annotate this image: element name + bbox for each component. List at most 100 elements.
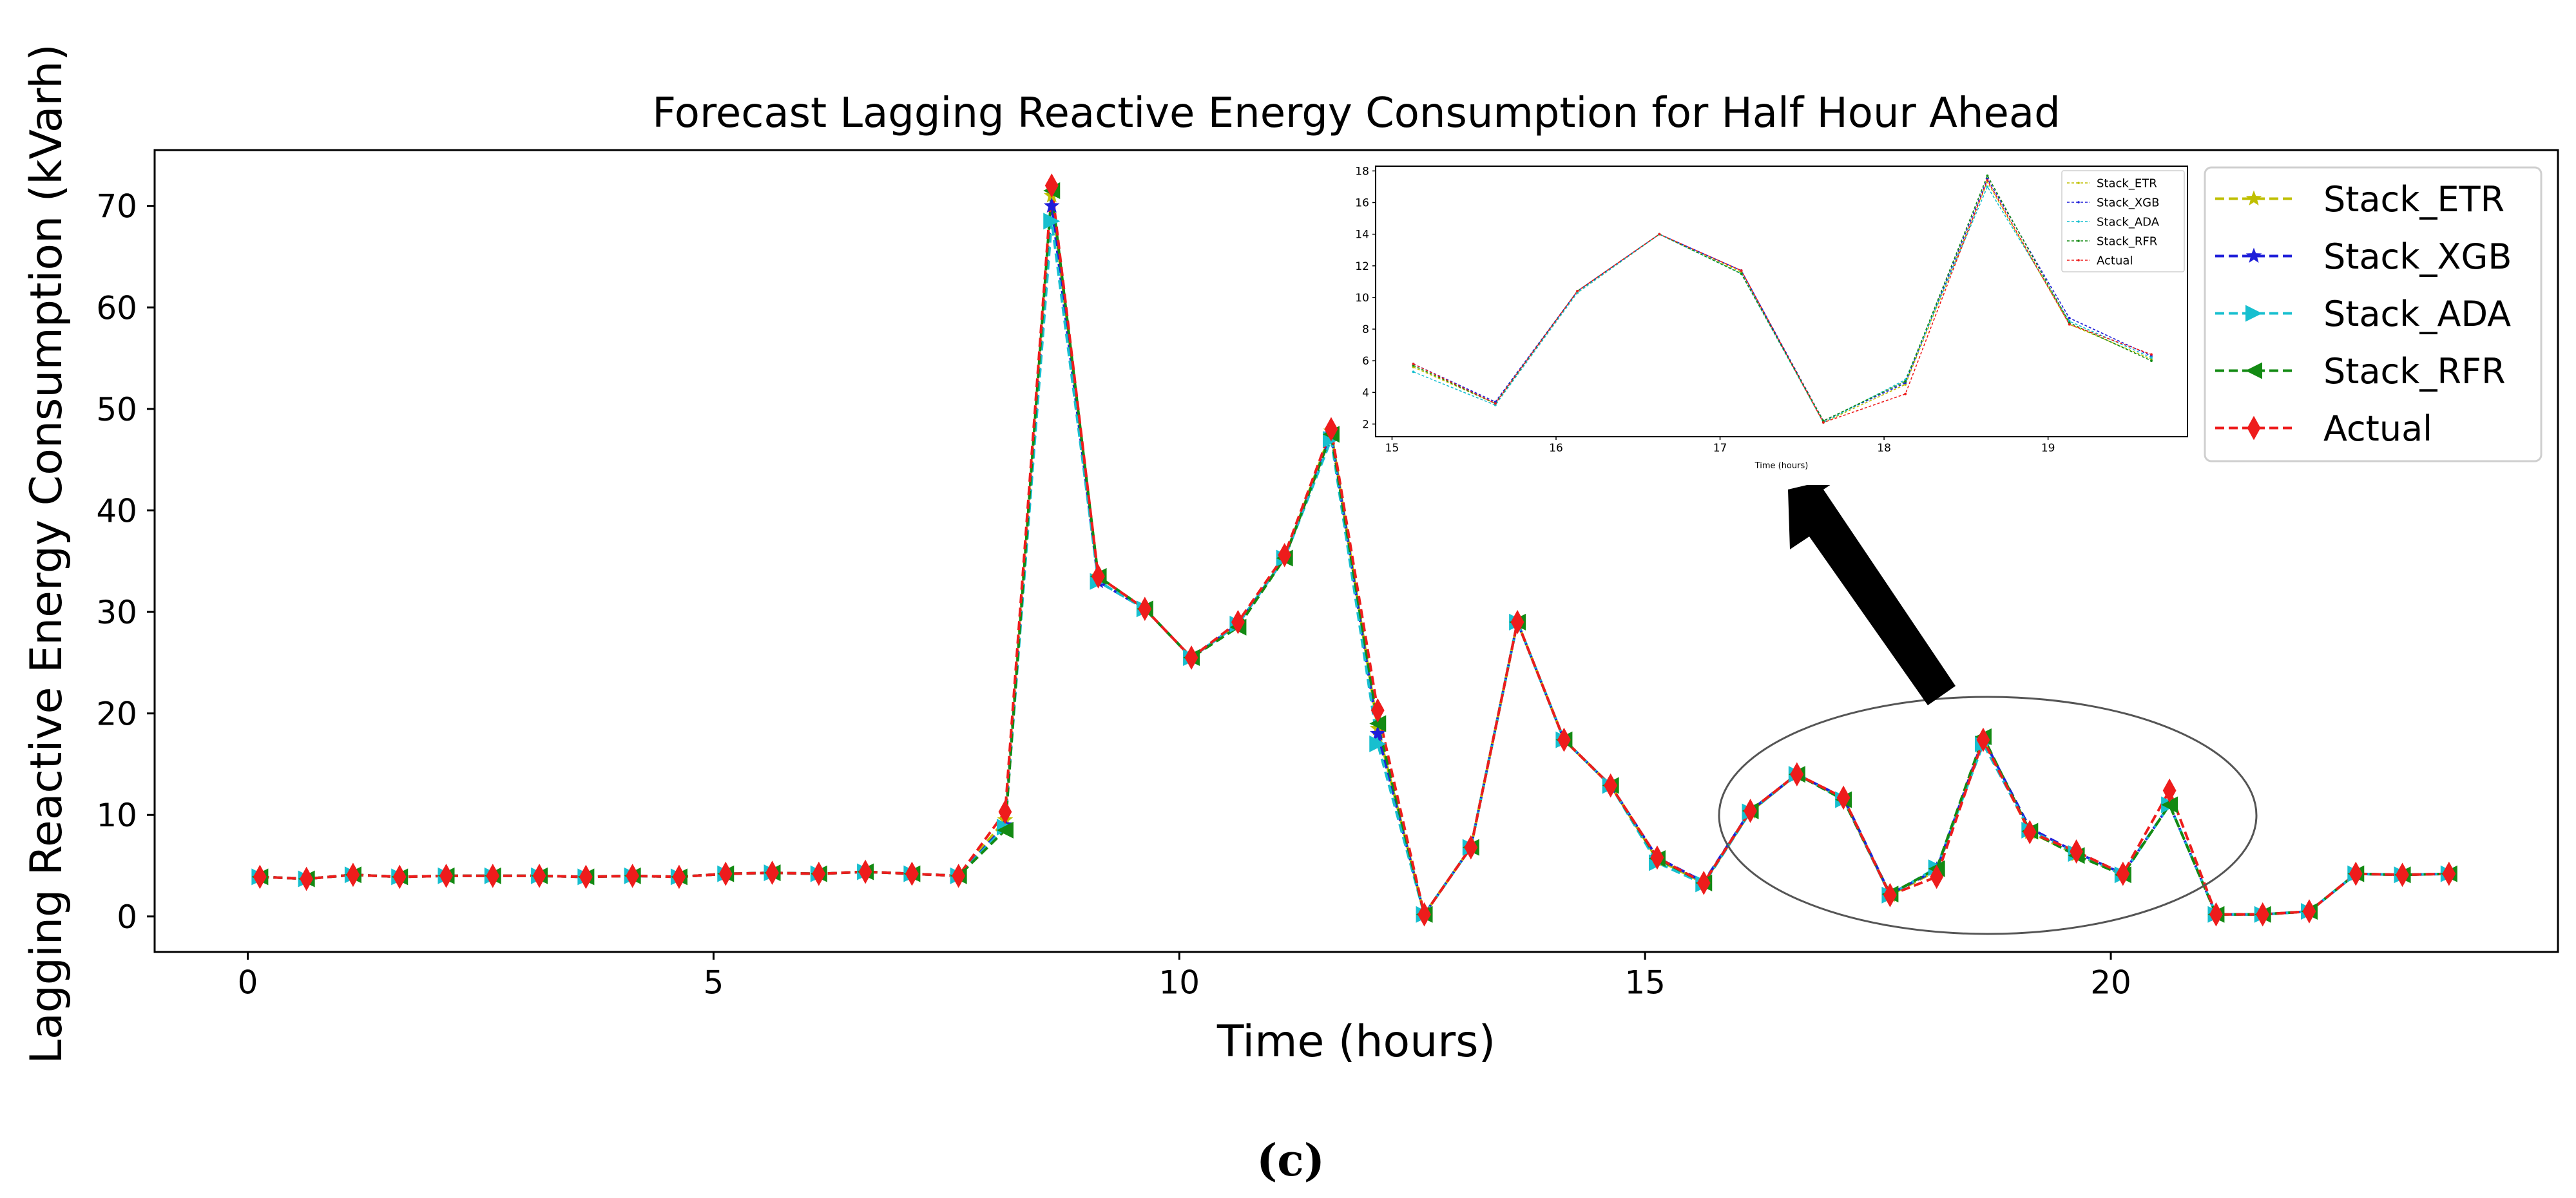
inset-series-line-stack_ada: [1413, 186, 2152, 423]
inset-y-tick-label: 6: [1362, 355, 1369, 368]
main-point-actual: [952, 863, 966, 888]
inset-legend-box: [2061, 170, 2185, 272]
inset-legend-marker: [2077, 259, 2080, 261]
inset-point-actual: [2150, 353, 2153, 356]
inset-x-axis-label: Time (hours): [1754, 461, 1809, 471]
figure-caption: (c): [1256, 1135, 1325, 1186]
inset-point-stack_rfr: [1740, 272, 1743, 275]
main-point-actual: [1744, 799, 1757, 823]
main-point-actual: [1790, 762, 1804, 787]
inset-legend-marker: [2077, 182, 2080, 184]
x-axis-label: Time (hours): [1216, 1016, 1495, 1067]
main-point-actual: [672, 864, 686, 889]
main-point-actual: [718, 861, 733, 886]
inset-x-tick-label: 19: [2041, 442, 2055, 455]
main-point-actual: [1231, 609, 1245, 634]
inset-point-stack_rfr: [1986, 174, 1989, 177]
inset-legend-label: Stack_ETR: [2097, 176, 2157, 190]
main-point-actual: [439, 863, 453, 888]
main-x-tick-label: 10: [1158, 964, 1200, 1002]
main-point-stack_rfr: [2161, 796, 2178, 813]
inset-point-actual: [1494, 402, 1497, 405]
main-y-tick-label: 20: [96, 696, 137, 733]
inset-series-line-stack_rfr: [1413, 175, 2152, 422]
inset-point-actual: [1740, 269, 1743, 272]
main-point-actual: [2442, 861, 2456, 886]
main-point-actual: [2023, 820, 2037, 844]
inset-point-actual: [1904, 392, 1907, 395]
inset-y-tick-label: 16: [1355, 197, 1369, 210]
main-legend-marker: [2245, 362, 2262, 379]
inset-point-actual: [1658, 233, 1661, 236]
main-y-tick-label: 40: [96, 492, 137, 529]
main-point-actual: [1464, 835, 1478, 860]
main-point-actual: [2302, 899, 2316, 924]
main-point-actual: [1557, 727, 1571, 752]
main-point-actual: [1650, 845, 1664, 870]
main-x-tick-label: 20: [2090, 964, 2131, 1002]
inset-y-tick-label: 2: [1362, 418, 1369, 431]
main-legend-label: Stack_ADA: [2323, 294, 2511, 334]
main-point-actual: [532, 863, 546, 888]
main-point-actual: [392, 864, 407, 889]
inset-point-stack_rfr: [2150, 359, 2153, 363]
inset-legend-label: Actual: [2097, 254, 2133, 267]
main-point-stack_ada: [1369, 735, 1387, 752]
main-legend-box: [2204, 166, 2542, 462]
main-point-actual: [253, 864, 267, 889]
main-legend-marker: [2245, 305, 2262, 322]
main-y-tick-label: 30: [96, 594, 137, 631]
inset-x-tick-label: 17: [1713, 442, 1727, 455]
chart-title: Forecast Lagging Reactive Energy Consump…: [652, 90, 2060, 137]
main-legend-marker: [2245, 190, 2262, 205]
main-point-actual: [486, 863, 500, 888]
main-y-tick-label: 70: [96, 188, 137, 225]
main-point-actual: [2349, 861, 2363, 886]
inset-y-tick-label: 8: [1362, 323, 1369, 336]
main-point-actual: [1883, 882, 1897, 908]
main-point-actual: [1091, 564, 1105, 589]
main-point-stack_xgb: [1369, 725, 1386, 741]
main-point-actual: [1697, 870, 1711, 895]
main-x-tick-label: 5: [704, 964, 724, 1002]
inset-x-tick-label: 15: [1385, 442, 1399, 455]
main-point-actual: [812, 861, 826, 886]
inset-point-actual: [1821, 421, 1825, 424]
main-legend-label: Actual: [2323, 408, 2432, 449]
main-point-actual: [579, 864, 593, 889]
main-point-stack_rfr: [1369, 715, 1387, 732]
main-legend-label: Stack_XGB: [2323, 236, 2512, 277]
main-point-actual: [2070, 839, 2083, 864]
main-point-actual: [1418, 902, 1431, 927]
main-x-tick-label: 15: [1624, 964, 1666, 1002]
inset-legend-label: Stack_ADA: [2097, 215, 2160, 229]
main-point-actual: [1278, 542, 1292, 567]
main-point-actual: [1184, 645, 1198, 670]
main-y-tick-label: 60: [96, 289, 137, 327]
inset-point-stack_rfr: [1904, 380, 1907, 383]
main-point-stack_rfr: [996, 821, 1014, 839]
main-point-actual: [1930, 864, 1944, 889]
main-point-actual: [1976, 727, 1990, 752]
inset-point-stack_ada: [1986, 185, 1989, 188]
main-point-actual: [1370, 698, 1385, 723]
y-axis-label: Lagging Reactive Energy Consumption (kVa…: [21, 44, 72, 1064]
main-y-tick-label: 50: [96, 391, 137, 428]
inset-x-tick-label: 18: [1877, 442, 1891, 455]
inset-legend-label: Stack_XGB: [2097, 196, 2159, 209]
inset-legend-marker: [2077, 220, 2080, 223]
main-point-actual: [2396, 862, 2409, 888]
inset-point-actual: [2068, 323, 2071, 326]
main-point-actual: [346, 862, 360, 888]
inset-y-tick-label: 12: [1355, 260, 1369, 273]
main-point-actual: [1836, 785, 1850, 810]
main-point-actual: [765, 860, 779, 885]
inset-y-tick-label: 10: [1355, 292, 1369, 305]
inset-point-actual: [1412, 363, 1415, 365]
main-point-actual: [300, 866, 314, 891]
main-point-actual: [1604, 773, 1618, 798]
main-legend-marker: [2245, 247, 2262, 263]
main-point-actual: [2209, 902, 2223, 927]
inset-legend-label: Stack_RFR: [2097, 234, 2157, 248]
